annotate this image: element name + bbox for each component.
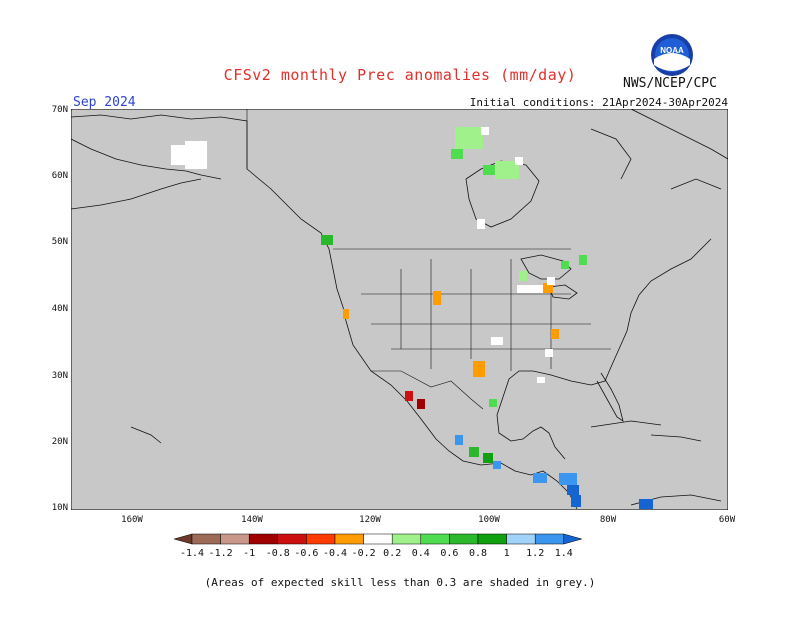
colorbar-label: 1 [503, 548, 510, 559]
colorbar-label: 0.8 [468, 548, 488, 559]
colorbar-segment [334, 533, 364, 545]
lon-label-120w: 120W [359, 515, 381, 525]
lon-label-60w: 60W [718, 515, 736, 525]
colorbar-segment [477, 533, 507, 545]
colorbar-segment [363, 533, 393, 545]
lat-label-70n: 70N [51, 105, 68, 115]
colorbar-label: -0.2 [351, 548, 376, 559]
boundaries [246, 109, 611, 410]
colorbar-label: -0.8 [265, 548, 290, 559]
colorbar-low-arrow [173, 533, 193, 545]
near-zero-cells [171, 127, 555, 383]
colorbar-segment [391, 533, 422, 545]
colorbar-segment [248, 533, 279, 545]
colorbar [170, 530, 630, 554]
map-panel [70, 108, 729, 514]
colorbar-segment [220, 533, 250, 545]
lon-label-140w: 140W [241, 515, 263, 525]
colorbar-segment [277, 533, 307, 545]
colorbar-segment [420, 533, 450, 545]
colorbar-label: 0.2 [383, 548, 402, 559]
map-svg [70, 108, 729, 511]
colorbar-label: -1.2 [208, 548, 233, 559]
lat-label-40n: 40N [51, 304, 68, 314]
negative-anomalies [343, 283, 559, 409]
colorbar-label: -1 [243, 548, 256, 559]
colorbar-label: -0.6 [294, 548, 319, 559]
colorbar-segment [534, 533, 565, 545]
lat-label-20n: 20N [51, 437, 68, 447]
lat-label-50n: 50N [51, 237, 68, 247]
positive-anomalies [321, 127, 653, 509]
colorbar-label: 1.2 [526, 548, 545, 559]
colorbar-high-arrow [563, 533, 583, 545]
colorbar-segment [191, 533, 221, 545]
colorbar-label: -0.4 [322, 548, 348, 559]
colorbar-label: 0.4 [411, 548, 430, 559]
initial-conditions: Initial conditions: 21Apr2024-30Apr2024 [469, 96, 728, 109]
lat-label-10n: 10N [51, 503, 68, 513]
lat-label-60n: 60N [51, 171, 68, 181]
colorbar-label: 1.4 [554, 548, 573, 559]
lon-label-80w: 80W [599, 515, 617, 525]
map-title: CFSv2 monthly Prec anomalies (mm/day) [223, 66, 577, 84]
lon-label-100w: 100W [478, 515, 500, 525]
skill-footnote: (Areas of expected skill less than 0.3 a… [204, 576, 596, 589]
noaa-logo: NOAA [650, 33, 694, 77]
forecast-month: Sep 2024 [73, 95, 136, 110]
colorbar-segment [306, 533, 336, 545]
coastlines [70, 108, 729, 510]
colorbar-segment [506, 533, 536, 545]
colorbar-label: 0.6 [440, 548, 459, 559]
noaa-logo-text: NOAA [660, 46, 684, 55]
colorbar-label: -1.4 [179, 548, 205, 559]
colorbar-segment [449, 533, 479, 545]
lon-label-160w: 160W [121, 515, 143, 525]
lat-label-30n: 30N [51, 371, 68, 381]
agency-label: NWS/NCEP/CPC [623, 76, 717, 91]
